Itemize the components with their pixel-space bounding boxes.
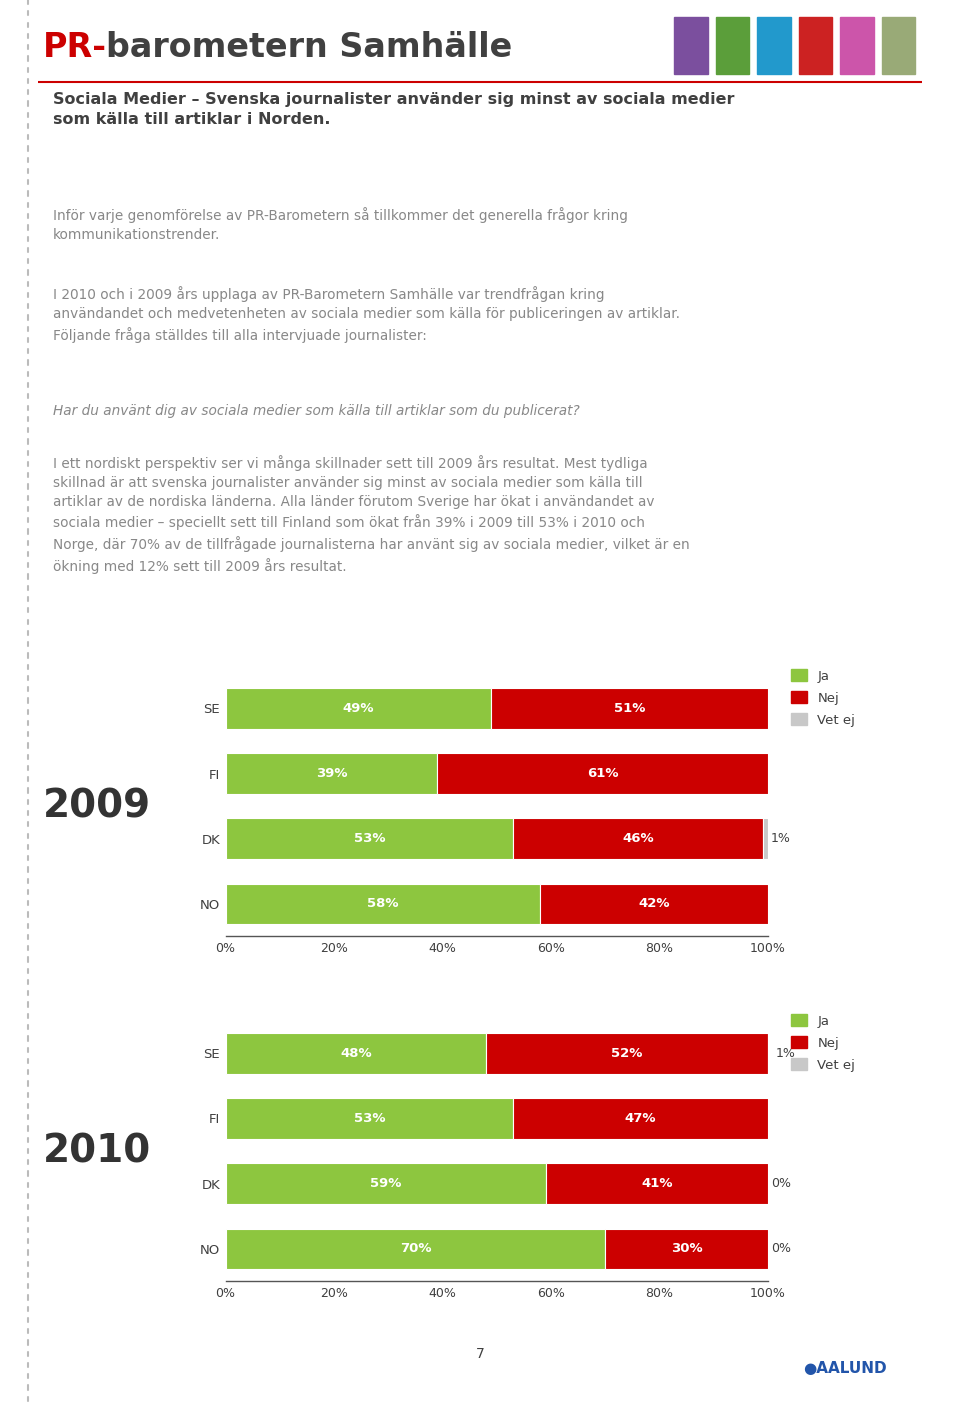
Text: 1%: 1% xyxy=(776,1048,796,1060)
Text: 46%: 46% xyxy=(622,832,654,845)
Bar xyxy=(882,17,916,75)
Text: Inför varje genomförelse av PR-Barometern så tillkommer det generella frågor kri: Inför varje genomförelse av PR-Barometer… xyxy=(53,207,628,242)
Text: 58%: 58% xyxy=(367,897,398,910)
Text: 51%: 51% xyxy=(614,703,645,715)
Bar xyxy=(768,1033,774,1073)
Bar xyxy=(762,818,768,859)
Text: 0%: 0% xyxy=(771,1242,791,1255)
Bar xyxy=(226,1229,605,1269)
Text: 53%: 53% xyxy=(353,832,385,845)
Text: ●AALUND: ●AALUND xyxy=(803,1362,887,1376)
Bar xyxy=(840,17,874,75)
Legend: Ja, Nej, Vet ej: Ja, Nej, Vet ej xyxy=(791,1014,855,1071)
Bar xyxy=(226,1033,486,1073)
Text: 0%: 0% xyxy=(771,1177,791,1190)
Bar xyxy=(545,1163,768,1204)
Bar xyxy=(513,1098,768,1139)
Text: 52%: 52% xyxy=(612,1048,642,1060)
Bar xyxy=(226,1163,545,1204)
Text: 48%: 48% xyxy=(340,1048,372,1060)
Bar xyxy=(757,17,791,75)
Text: 7: 7 xyxy=(475,1347,485,1362)
Bar xyxy=(799,17,832,75)
Text: 53%: 53% xyxy=(353,1112,385,1125)
Bar xyxy=(605,1229,768,1269)
Text: 2010: 2010 xyxy=(43,1132,152,1170)
Bar xyxy=(716,17,750,75)
Bar xyxy=(486,1033,768,1073)
Text: Har du använt dig av sociala medier som källa till artiklar som du publicerat?: Har du använt dig av sociala medier som … xyxy=(53,404,580,418)
Bar xyxy=(226,1098,513,1139)
Text: 41%: 41% xyxy=(641,1177,673,1190)
Bar xyxy=(226,689,492,728)
Text: 39%: 39% xyxy=(316,767,348,780)
Bar xyxy=(226,818,513,859)
Text: 47%: 47% xyxy=(625,1112,657,1125)
Text: Sociala Medier – Svenska journalister använder sig minst av sociala medier
som k: Sociala Medier – Svenska journalister an… xyxy=(53,92,734,127)
Bar xyxy=(226,753,437,794)
Text: 30%: 30% xyxy=(671,1242,703,1255)
Bar xyxy=(437,753,768,794)
Text: 42%: 42% xyxy=(638,897,670,910)
Text: I ett nordiskt perspektiv ser vi många skillnader sett till 2009 års resultat. M: I ett nordiskt perspektiv ser vi många s… xyxy=(53,455,689,574)
Text: I 2010 och i 2009 års upplaga av PR-Barometern Samhälle var trendfrågan kring
an: I 2010 och i 2009 års upplaga av PR-Baro… xyxy=(53,286,680,342)
Text: PR-: PR- xyxy=(43,31,107,63)
Text: 2009: 2009 xyxy=(43,787,152,825)
Text: 1%: 1% xyxy=(771,832,791,845)
Text: 59%: 59% xyxy=(370,1177,401,1190)
Bar xyxy=(226,884,540,924)
Legend: Ja, Nej, Vet ej: Ja, Nej, Vet ej xyxy=(791,669,855,727)
Text: 61%: 61% xyxy=(587,767,618,780)
Text: 49%: 49% xyxy=(343,703,374,715)
Bar xyxy=(540,884,768,924)
Bar xyxy=(513,818,762,859)
Text: barometern Samhälle: barometern Samhälle xyxy=(106,31,512,63)
Bar xyxy=(492,689,768,728)
Text: 70%: 70% xyxy=(399,1242,431,1255)
Bar xyxy=(674,17,708,75)
